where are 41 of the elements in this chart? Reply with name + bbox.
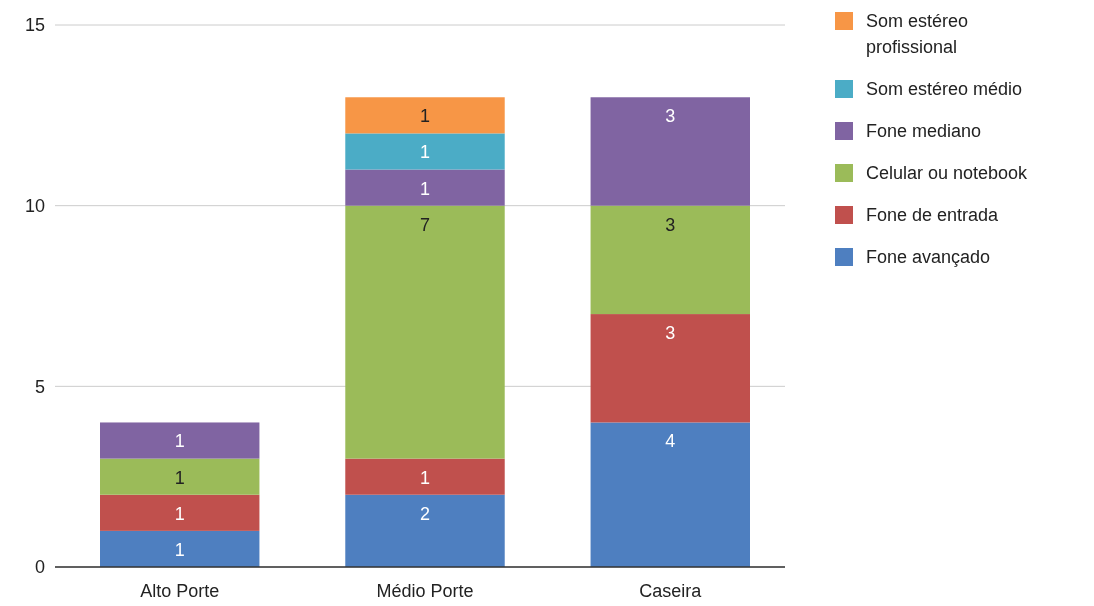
legend-label: Celular ou notebook [866, 163, 1029, 183]
data-label: 3 [665, 323, 676, 344]
bar [345, 133, 505, 170]
data-label: 3 [665, 106, 676, 127]
bar [100, 458, 260, 495]
bar [100, 494, 260, 531]
legend-label: Fone avançado [866, 247, 991, 267]
data-label: 2 [419, 503, 431, 524]
bar [100, 530, 260, 567]
legend-label: Som estéreo médio [866, 79, 1023, 99]
data-label: 1 [174, 431, 185, 452]
bar [345, 458, 505, 495]
legend-label: Som estéreo profissional [866, 11, 969, 57]
bar [345, 205, 505, 459]
data-label: 1 [174, 467, 185, 488]
bar [590, 97, 750, 206]
x-tick-label: Médio Porte [376, 581, 474, 601]
y-tick-label: 10 [24, 195, 45, 216]
bar [345, 97, 505, 134]
legend-label: Fone de entrada [866, 205, 1000, 225]
bar [590, 314, 750, 423]
data-label: 1 [419, 106, 431, 127]
y-tick-label: 15 [24, 15, 45, 36]
bar [590, 422, 750, 567]
data-label: 3 [665, 214, 676, 235]
y-tick-label: 0 [34, 557, 45, 578]
y-tick-label: 5 [34, 376, 45, 397]
bar [345, 169, 505, 206]
x-tick-label: Caseira [639, 581, 703, 601]
data-label: 1 [419, 467, 431, 488]
bar [590, 205, 750, 315]
bar [100, 422, 260, 459]
data-label: 1 [419, 178, 431, 199]
data-label: 1 [174, 539, 185, 560]
bar [345, 494, 505, 567]
data-label: 1 [174, 503, 185, 524]
data-label: 4 [665, 431, 676, 452]
data-label: 7 [419, 214, 431, 235]
data-label: 1 [419, 142, 431, 163]
legend-label: Fone mediano [866, 121, 982, 141]
x-tick-label: Alto Porte [140, 581, 220, 601]
